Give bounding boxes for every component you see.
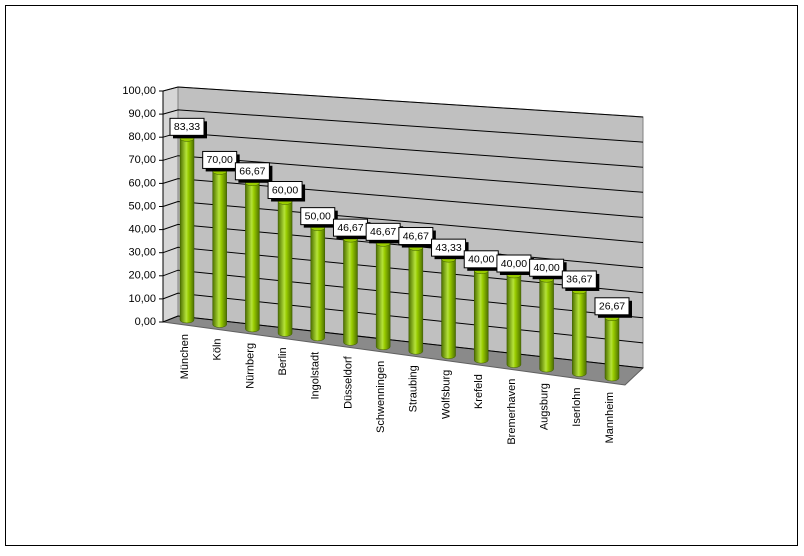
- bar: [441, 258, 456, 359]
- bar: [310, 227, 326, 342]
- x-tick-label: Wolfsburg: [440, 370, 452, 419]
- x-tick-label: Berlin: [277, 347, 289, 375]
- grid-line: [162, 155, 644, 193]
- y-tick-label: 10,00: [128, 293, 156, 305]
- value-label-box: [202, 150, 238, 169]
- value-label-box: [267, 181, 303, 200]
- bar: [539, 278, 554, 373]
- value-label: 36,67: [566, 274, 592, 286]
- x-tick-label: Iserlohn: [571, 388, 583, 427]
- value-label-box: [169, 117, 205, 136]
- x-tick-label: Krefeld: [473, 374, 485, 409]
- y-tick-label: 70,00: [128, 154, 156, 166]
- y-tick-label: 0,00: [135, 316, 156, 328]
- bar: [408, 247, 424, 355]
- y-tick-label: 80,00: [128, 131, 156, 143]
- bar: [343, 238, 358, 346]
- x-tick-label: Bremerhaven: [506, 379, 518, 445]
- value-label-box: [529, 258, 565, 277]
- value-label: 83,33: [174, 121, 200, 133]
- bar: [245, 182, 260, 333]
- x-tick-label: Straubing: [408, 365, 420, 412]
- grid-line: [162, 178, 644, 218]
- y-tick-label: 60,00: [128, 177, 156, 189]
- value-label-box: [234, 162, 270, 181]
- value-label-box: [300, 207, 336, 226]
- value-label: 66,67: [239, 166, 265, 178]
- value-label: 43,33: [435, 242, 461, 254]
- y-tick-label: 50,00: [128, 200, 156, 212]
- y-tick-label: 20,00: [128, 270, 156, 282]
- x-tick-label: Köln: [212, 338, 224, 360]
- bar: [604, 317, 620, 382]
- value-label: 46,67: [403, 230, 429, 242]
- value-label-box: [561, 270, 597, 289]
- grid-line: [162, 86, 644, 118]
- x-tick-label: Düsseldorf: [342, 355, 354, 409]
- value-label: 46,67: [370, 226, 396, 238]
- bar: [179, 138, 195, 324]
- y-tick-label: 90,00: [128, 108, 156, 120]
- x-tick-label: Nürnberg: [244, 343, 256, 389]
- bar: [375, 243, 391, 351]
- grid-line: [162, 109, 644, 143]
- value-label: 40,00: [533, 262, 559, 274]
- x-tick-label: Ingolstadt: [310, 352, 322, 400]
- value-label-box: [431, 238, 467, 257]
- value-label-box: [594, 297, 630, 316]
- y-tick-label: 40,00: [128, 224, 156, 236]
- bar: [277, 201, 293, 337]
- x-tick-label: Schwenningen: [375, 361, 387, 433]
- bar: [572, 290, 587, 377]
- x-tick-label: Mannheim: [604, 392, 616, 443]
- bar: [473, 270, 489, 364]
- y-tick-label: 100,00: [122, 85, 156, 97]
- y-tick-label: 30,00: [128, 247, 156, 259]
- value-label: 50,00: [305, 210, 331, 222]
- grid-line: [162, 200, 644, 243]
- value-label: 46,67: [337, 222, 363, 234]
- x-tick-label: München: [179, 334, 191, 379]
- value-label: 40,00: [501, 258, 527, 270]
- bar: [506, 274, 522, 368]
- value-label-box: [398, 227, 434, 246]
- value-label: 26,67: [599, 301, 625, 313]
- value-label: 70,00: [207, 154, 233, 166]
- value-label: 40,00: [468, 254, 494, 266]
- value-label: 60,00: [272, 184, 298, 196]
- x-tick-label: Augsburg: [539, 383, 551, 430]
- bar: [212, 171, 227, 328]
